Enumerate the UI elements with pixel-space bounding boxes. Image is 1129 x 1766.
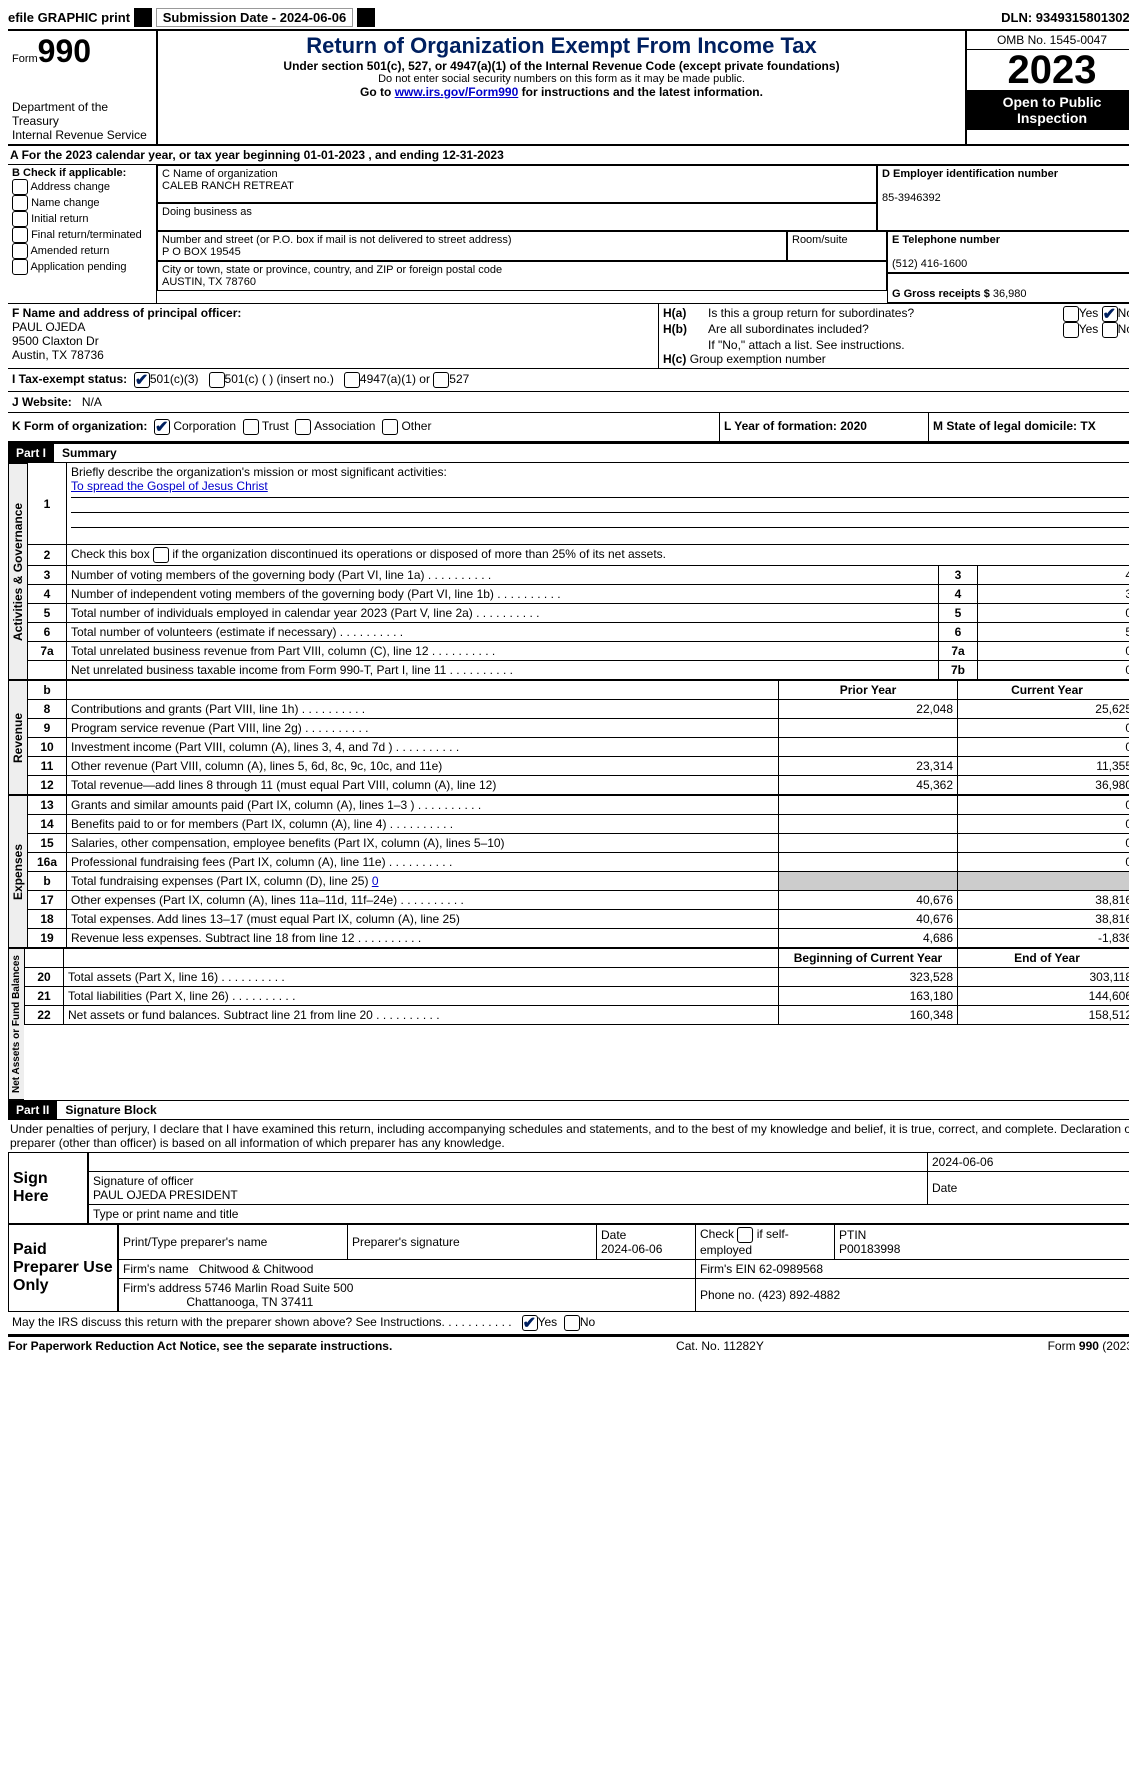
ptin-value: P00183998: [839, 1242, 900, 1256]
goto-suffix: for instructions and the latest informat…: [518, 85, 763, 99]
paid-preparer-label: Paid Preparer Use Only: [9, 1225, 119, 1312]
section-h: H(a) Is this a group return for subordin…: [658, 304, 1129, 368]
form-subtitle: Under section 501(c), 527, or 4947(a)(1)…: [164, 59, 959, 73]
addr-change-checkbox[interactable]: [12, 179, 28, 195]
irs-label: Internal Revenue Service: [12, 128, 152, 142]
trust-checkbox[interactable]: [243, 419, 259, 435]
expenses-table: 13Grants and similar amounts paid (Part …: [27, 795, 1129, 948]
discontinued-checkbox[interactable]: [153, 547, 169, 563]
ssn-warning: Do not enter social security numbers on …: [164, 73, 959, 85]
submission-date: Submission Date - 2024-06-06: [156, 8, 354, 27]
side-netassets: Net Assets or Fund Balances: [8, 948, 24, 1100]
ha-no-checkbox[interactable]: [1102, 306, 1118, 322]
gross-receipts: 36,980: [993, 288, 1027, 300]
extra-button[interactable]: [357, 8, 375, 27]
self-employed-checkbox[interactable]: [737, 1227, 753, 1243]
ha-yes-checkbox[interactable]: [1063, 306, 1079, 322]
gross-receipts-box: G Gross receipts $ 36,980: [887, 273, 1129, 303]
ein-box: D Employer identification number 85-3946…: [877, 165, 1129, 231]
open-public: Open to Public Inspection: [967, 90, 1129, 130]
side-revenue: Revenue: [8, 680, 27, 795]
org-name: CALEB RANCH RETREAT: [162, 180, 294, 192]
room-box: Room/suite: [787, 231, 887, 261]
section-b-label: B Check if applicable:: [12, 167, 126, 179]
revenue-table: bPrior YearCurrent Year 8Contributions a…: [27, 680, 1129, 795]
4947-checkbox[interactable]: [344, 372, 360, 388]
instructions-link[interactable]: www.irs.gov/Form990: [395, 85, 519, 99]
form-title: Return of Organization Exempt From Incom…: [164, 33, 959, 59]
org-name-box: C Name of organization CALEB RANCH RETRE…: [157, 165, 877, 203]
section-a-taxyear: A For the 2023 calendar year, or tax yea…: [8, 146, 1129, 165]
side-expenses: Expenses: [8, 795, 27, 948]
preparer-table: Paid Preparer Use Only Print/Type prepar…: [8, 1224, 1129, 1312]
page-footer: For Paperwork Reduction Act Notice, see …: [8, 1335, 1129, 1353]
efile-label: efile GRAPHIC print: [8, 10, 130, 25]
city-box: City or town, state or province, country…: [157, 261, 887, 291]
dln: DLN: 93493158013024: [1001, 10, 1129, 25]
firm-name: Chitwood & Chitwood: [199, 1262, 314, 1276]
city-value: AUSTIN, TX 78760: [162, 276, 256, 288]
phone-box: E Telephone number (512) 416-1600: [887, 231, 1129, 273]
name-change-checkbox[interactable]: [12, 195, 28, 211]
amended-return-checkbox[interactable]: [12, 243, 28, 259]
signature-table: Sign Here 2024-06-06 Signature of office…: [8, 1152, 1129, 1224]
section-k: K Form of organization: Corporation Trus…: [8, 413, 719, 441]
form-number: 990: [38, 33, 91, 69]
firm-ein: 62-0989568: [759, 1262, 823, 1276]
ein-value: 85-3946392: [882, 192, 941, 204]
print-button[interactable]: [134, 8, 152, 27]
form-prefix: Form: [12, 53, 38, 65]
part2-header: Part II Signature Block: [8, 1100, 1129, 1120]
street-box: Number and street (or P.O. box if mail i…: [157, 231, 787, 261]
discuss-row: May the IRS discuss this return with the…: [8, 1312, 1129, 1335]
goto-prefix: Go to: [360, 85, 395, 99]
corp-checkbox[interactable]: [154, 419, 170, 435]
section-m: M State of legal domicile: TX: [928, 413, 1129, 441]
assoc-checkbox[interactable]: [295, 419, 311, 435]
tax-year: 2023: [967, 50, 1129, 90]
part1-header: Part I Summary: [8, 443, 1129, 463]
section-b: B Check if applicable: Address change Na…: [8, 165, 157, 303]
app-pending-checkbox[interactable]: [12, 259, 28, 275]
final-return-checkbox[interactable]: [12, 227, 28, 243]
section-i: I Tax-exempt status: 501(c)(3) 501(c) ( …: [8, 368, 1129, 392]
sign-here-label: Sign Here: [9, 1153, 89, 1224]
section-j: J Website: N/A: [8, 392, 1129, 413]
dept-treasury: Department of the Treasury: [12, 100, 152, 128]
side-governance: Activities & Governance: [8, 463, 27, 680]
hb-yes-checkbox[interactable]: [1063, 322, 1079, 338]
hb-no-checkbox[interactable]: [1102, 322, 1118, 338]
fundraising-link[interactable]: 0: [372, 874, 379, 888]
governance-table: 1 Briefly describe the organization's mi…: [27, 463, 1129, 680]
top-bar: efile GRAPHIC print Submission Date - 20…: [8, 8, 1129, 31]
mission-link[interactable]: To spread the Gospel of Jesus Christ: [71, 479, 268, 493]
preparer-phone: (423) 892-4882: [758, 1288, 840, 1302]
form-header: Form990 Department of the Treasury Inter…: [8, 31, 1129, 146]
527-checkbox[interactable]: [433, 372, 449, 388]
street-value: P O BOX 19545: [162, 246, 241, 258]
dba-box: Doing business as: [157, 203, 877, 231]
501c3-checkbox[interactable]: [134, 372, 150, 388]
initial-return-checkbox[interactable]: [12, 211, 28, 227]
phone-value: (512) 416-1600: [892, 258, 967, 270]
section-l: L Year of formation: 2020: [719, 413, 928, 441]
netassets-table: Beginning of Current YearEnd of Year 20T…: [24, 948, 1129, 1025]
perjury-declaration: Under penalties of perjury, I declare th…: [8, 1120, 1129, 1152]
discuss-yes-checkbox[interactable]: [522, 1315, 538, 1331]
discuss-no-checkbox[interactable]: [564, 1315, 580, 1331]
section-f: F Name and address of principal officer:…: [8, 304, 658, 368]
officer-name: PAUL OJEDA PRESIDENT: [93, 1188, 238, 1202]
501c-checkbox[interactable]: [209, 372, 225, 388]
other-checkbox[interactable]: [382, 419, 398, 435]
